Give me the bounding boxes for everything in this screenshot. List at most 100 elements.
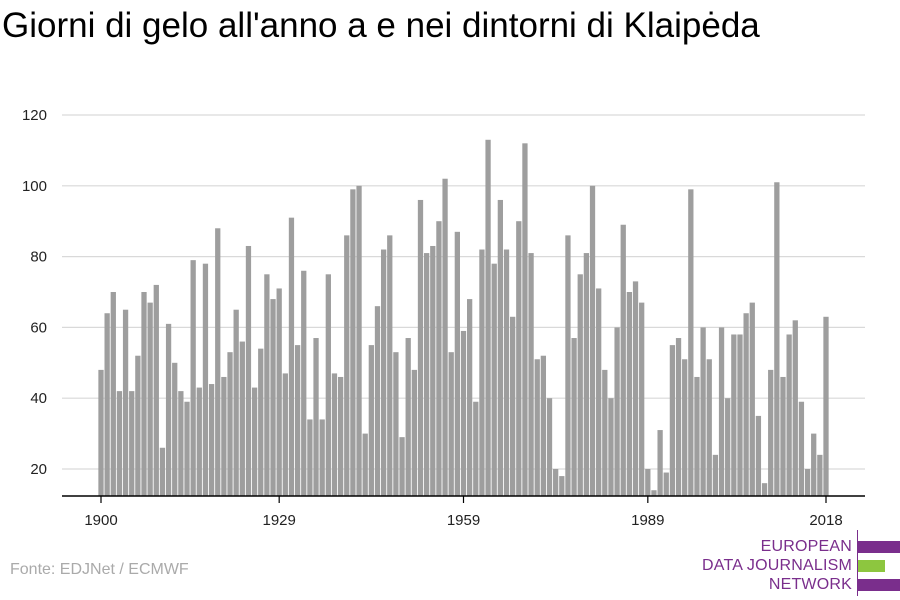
bar-2006 xyxy=(749,302,755,496)
bar-2009 xyxy=(768,369,774,496)
bar-1983 xyxy=(608,398,614,496)
bar-1968 xyxy=(516,221,522,496)
bar-1972 xyxy=(540,355,547,496)
bar-1955 xyxy=(436,221,442,496)
bar-1902 xyxy=(110,292,116,496)
bar-1914 xyxy=(184,401,190,496)
bar-2013 xyxy=(792,320,798,496)
bar-1948 xyxy=(393,352,399,496)
bar-1989 xyxy=(645,469,651,496)
bar-2011 xyxy=(780,376,786,496)
bar-1944 xyxy=(368,345,374,496)
bar-1970 xyxy=(528,253,534,496)
bar-2000 xyxy=(712,454,719,496)
bar-1949 xyxy=(399,437,405,496)
bar-1913 xyxy=(178,391,184,496)
logo-line-1: EUROPEAN xyxy=(760,538,852,555)
bar-1938 xyxy=(331,373,338,496)
bar-1975 xyxy=(559,476,565,496)
bar-1986 xyxy=(626,292,633,496)
x-tick-label-1929: 1929 xyxy=(262,512,295,529)
bar-2017 xyxy=(817,454,823,496)
bar-1990 xyxy=(651,490,657,496)
bar-1901 xyxy=(104,313,110,496)
bar-1911 xyxy=(165,323,172,496)
bar-1903 xyxy=(116,391,123,496)
bar-1942 xyxy=(356,185,362,497)
bar-1985 xyxy=(620,224,626,497)
bar-1936 xyxy=(319,419,325,496)
bar-1932 xyxy=(294,345,301,496)
bar-1992 xyxy=(663,472,669,496)
logo-bar-top xyxy=(858,541,900,553)
bar-1935 xyxy=(313,338,319,496)
bar-1995 xyxy=(682,359,688,496)
chart-title: Giorni di gelo all'anno a e nei dintorni… xyxy=(2,6,760,45)
bar-1996 xyxy=(688,189,694,496)
bar-2005 xyxy=(743,313,749,496)
bar-1946 xyxy=(380,249,387,496)
y-tick-label-100: 100 xyxy=(22,178,47,195)
bar-1922 xyxy=(233,309,239,496)
bar-1921 xyxy=(227,352,233,496)
bar-1912 xyxy=(172,362,178,496)
bar-1965 xyxy=(497,199,503,496)
bar-1934 xyxy=(307,419,313,496)
bar-1920 xyxy=(221,376,227,496)
bar-1910 xyxy=(159,447,166,496)
bar-1966 xyxy=(503,249,510,496)
bar-2008 xyxy=(761,483,768,496)
bar-1917 xyxy=(202,263,209,496)
bar-1951 xyxy=(411,369,417,496)
y-tick-label-60: 60 xyxy=(30,319,47,336)
bar-1988 xyxy=(639,302,645,496)
bar-1926 xyxy=(258,348,264,496)
bar-1950 xyxy=(405,338,411,496)
bar-1927 xyxy=(264,274,270,496)
edjnet-logo[interactable]: EUROPEAN DATA JOURNALISM NETWORK xyxy=(700,530,900,600)
bar-1906 xyxy=(135,355,141,496)
bar-1909 xyxy=(153,284,159,496)
bar-1900 xyxy=(98,369,104,496)
bar-2018 xyxy=(823,316,829,496)
logo-line-2: DATA JOURNALISM xyxy=(702,557,852,574)
bar-1969 xyxy=(522,143,528,496)
bar-2015 xyxy=(804,469,811,496)
bar-1943 xyxy=(362,433,368,496)
bar-1964 xyxy=(491,263,497,496)
bar-2002 xyxy=(725,398,731,496)
bar-1930 xyxy=(282,373,288,496)
bar-1945 xyxy=(374,306,381,496)
bar-1962 xyxy=(479,249,485,496)
bar-1958 xyxy=(454,231,460,496)
bar-1925 xyxy=(251,387,258,496)
y-tick-label-40: 40 xyxy=(30,390,47,407)
bar-1991 xyxy=(657,430,663,496)
y-tick-label-80: 80 xyxy=(30,249,47,266)
bar-1987 xyxy=(632,281,639,496)
bar-1924 xyxy=(245,245,252,496)
bar-1982 xyxy=(602,369,608,496)
bar-1959 xyxy=(460,330,467,496)
bar-1923 xyxy=(239,341,245,496)
bar-1957 xyxy=(448,352,454,496)
bar-2016 xyxy=(811,433,817,496)
bar-1947 xyxy=(387,235,393,497)
x-tick-label-1900: 1900 xyxy=(84,512,117,529)
bar-1915 xyxy=(190,260,196,496)
bar-1994 xyxy=(675,338,682,496)
bar-1978 xyxy=(577,274,583,496)
bar-1967 xyxy=(510,316,516,496)
bar-1963 xyxy=(485,139,491,496)
bar-1919 xyxy=(215,228,221,496)
bar-1973 xyxy=(546,398,553,496)
bar-1979 xyxy=(583,253,590,496)
bar-2010 xyxy=(774,182,780,496)
bar-1952 xyxy=(417,199,424,496)
x-tick-label-1959: 1959 xyxy=(447,512,480,529)
bar-2003 xyxy=(731,334,737,496)
bar-1907 xyxy=(141,292,147,496)
bar-1941 xyxy=(350,189,356,496)
logo-line-3: NETWORK xyxy=(768,576,852,593)
